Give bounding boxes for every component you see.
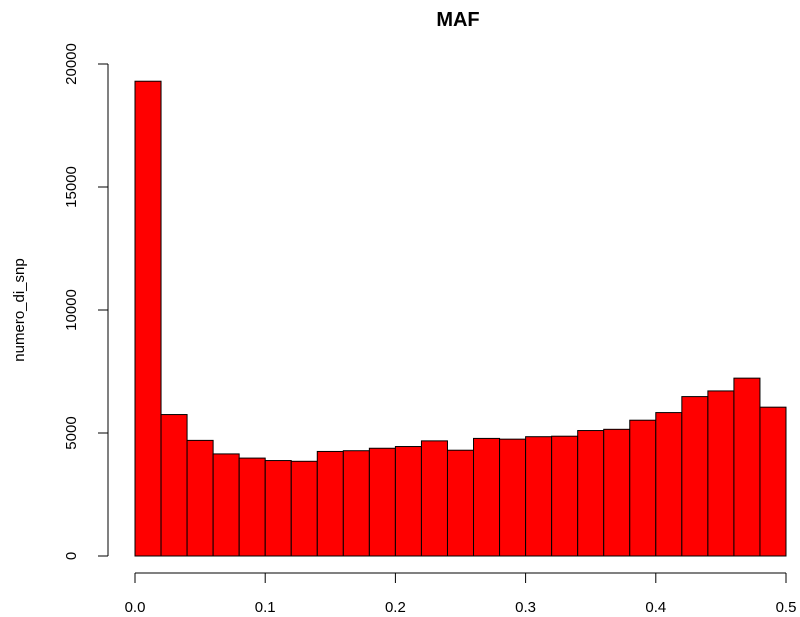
x-tick-label: 0.4 xyxy=(645,599,666,616)
histogram-bar xyxy=(160,414,188,557)
histogram-bar xyxy=(499,438,527,557)
histogram-bar xyxy=(655,412,683,557)
histogram-bar xyxy=(525,436,553,557)
histogram-bar xyxy=(342,450,370,557)
histogram-bar xyxy=(238,457,266,557)
histogram-bar xyxy=(420,440,448,557)
histogram-bar xyxy=(603,428,631,557)
x-tick-label: 0.1 xyxy=(255,599,276,616)
histogram-bar xyxy=(551,435,579,557)
histogram-bar xyxy=(368,447,396,557)
y-tick-label: 20000 xyxy=(63,43,80,85)
histogram-bar xyxy=(733,377,761,557)
y-axis: 0 5000 10000 15000 20000 xyxy=(63,43,109,560)
histogram-bar xyxy=(290,460,318,557)
x-axis: 0.0 0.1 0.2 0.3 0.4 0.5 xyxy=(125,572,797,616)
y-tick-label: 10000 xyxy=(63,289,80,331)
chart-title: MAF xyxy=(436,9,479,31)
x-tick-label: 0.2 xyxy=(385,599,406,616)
histogram-bar xyxy=(759,406,787,557)
histogram-bar xyxy=(473,437,501,557)
x-tick-label: 0.3 xyxy=(515,599,536,616)
x-tick-label: 0.5 xyxy=(776,599,797,616)
histogram-bar xyxy=(681,396,709,557)
histogram-bar xyxy=(629,419,657,557)
histogram-bar xyxy=(212,453,240,557)
histogram-bar xyxy=(446,449,475,557)
x-tick-label: 0.0 xyxy=(125,599,146,616)
histogram-bar xyxy=(316,450,344,557)
histogram-bar xyxy=(186,439,214,557)
histogram-bar xyxy=(134,80,162,557)
y-axis-title: numero_di_snp xyxy=(11,258,28,361)
histogram-bar xyxy=(394,446,422,557)
histogram-bar xyxy=(264,460,292,557)
y-tick-label: 0 xyxy=(63,552,80,560)
bars-group xyxy=(134,80,787,557)
y-tick-label: 15000 xyxy=(63,166,80,208)
histogram-bar xyxy=(577,430,605,557)
y-tick-label: 5000 xyxy=(63,416,80,449)
histogram-bar xyxy=(707,390,735,557)
